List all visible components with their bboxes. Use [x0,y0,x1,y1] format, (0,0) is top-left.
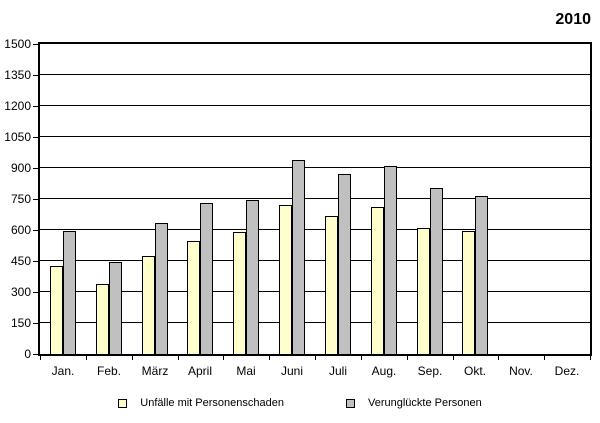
legend-label: Verunglückte Personen [367,397,482,409]
bar-casualties-mai [246,200,259,354]
legend-item-1: Unfälle mit Personenschaden [118,397,284,409]
bar-casualties-aug [384,166,397,354]
y-tick-label-450: 450 [10,254,31,268]
plot-area [38,42,592,356]
legend-marker-icon [345,398,355,408]
y-tick-label-600: 600 [10,223,31,237]
x-tick-mark-5 [269,356,270,360]
x-tick-label-6: Juni [280,364,303,378]
y-tick-label-1500: 1500 [4,37,31,51]
legend-item-2: Verunglückte Personen [345,397,482,409]
x-tick-mark-9 [453,356,454,360]
y-tick-label-900: 900 [10,161,31,175]
bar-accidents-märz [142,256,155,354]
gridline-450 [40,260,590,261]
x-tick-label-12: Dez. [554,364,580,378]
y-tick-mark-300 [33,292,38,293]
x-tick-mark-8 [407,356,408,360]
gridline-150 [40,322,590,323]
x-tick-label-3: März [141,364,169,378]
y-tick-mark-450 [33,261,38,262]
x-tick-label-5: Mai [236,364,256,378]
gridline-750 [40,198,590,199]
x-tick-label-7: Juli [328,364,347,378]
bar-accidents-april [187,241,200,354]
x-tick-label-8: Aug. [371,364,397,378]
bar-accidents-jan [50,266,63,354]
bar-accidents-juni [279,205,292,354]
x-tick-mark-4 [223,356,224,360]
x-tick-label-11: Nov. [509,364,533,378]
bar-accidents-aug [371,207,384,354]
y-tick-label-0: 0 [24,347,31,361]
gridline-1350 [40,74,590,75]
legend: Unfälle mit Personenschaden Verunglückte … [0,397,600,409]
x-tick-mark-1 [86,356,87,360]
x-tick-label-2: Feb. [96,364,121,378]
y-tick-label-1200: 1200 [4,99,31,113]
bar-accidents-okt [462,231,475,354]
bar-casualties-feb [109,262,122,354]
y-tick-mark-750 [33,199,38,200]
x-tick-mark-11 [544,356,545,360]
gridline-600 [40,229,590,230]
gridline-1050 [40,136,590,137]
x-tick-label-10: Okt. [463,364,486,378]
y-tick-mark-0 [33,354,38,355]
y-tick-label-300: 300 [10,285,31,299]
x-tick-mark-6 [315,356,316,360]
legend-marker-icon [118,398,128,408]
gridline-300 [40,291,590,292]
x-tick-label-1: Jan. [51,364,75,378]
bar-casualties-okt [475,196,488,354]
bar-accidents-feb [96,284,109,354]
x-tick-label-4: April [187,364,212,378]
y-tick-label-1350: 1350 [4,68,31,82]
chart-title: 2010 [555,11,591,28]
bar-casualties-juni [292,160,305,354]
gridline-1200 [40,105,590,106]
x-tick-mark-0 [40,356,41,360]
x-tick-mark-3 [178,356,179,360]
bar-casualties-juli [338,174,351,354]
legend-label: Unfälle mit Personenschaden [140,397,284,409]
x-tick-label-9: Sep. [417,364,443,378]
y-tick-mark-1050 [33,137,38,138]
y-tick-label-1050: 1050 [4,130,31,144]
x-tick-mark-2 [132,356,133,360]
bar-casualties-märz [155,223,168,354]
y-tick-label-150: 150 [10,316,31,330]
bar-accidents-sep [417,228,430,354]
bar-accidents-juli [325,216,338,354]
y-tick-mark-1500 [33,44,38,45]
y-tick-mark-150 [33,323,38,324]
y-tick-mark-600 [33,230,38,231]
bar-casualties-april [200,203,213,354]
x-tick-mark-12 [590,356,591,360]
y-tick-mark-1350 [33,75,38,76]
x-tick-mark-7 [361,356,362,360]
bar-casualties-jan [63,231,76,354]
y-tick-mark-1200 [33,106,38,107]
x-tick-mark-10 [498,356,499,360]
y-tick-mark-900 [33,168,38,169]
gridline-900 [40,167,590,168]
bar-casualties-sep [430,188,443,354]
y-tick-label-750: 750 [10,192,31,206]
bar-accidents-mai [233,232,246,354]
